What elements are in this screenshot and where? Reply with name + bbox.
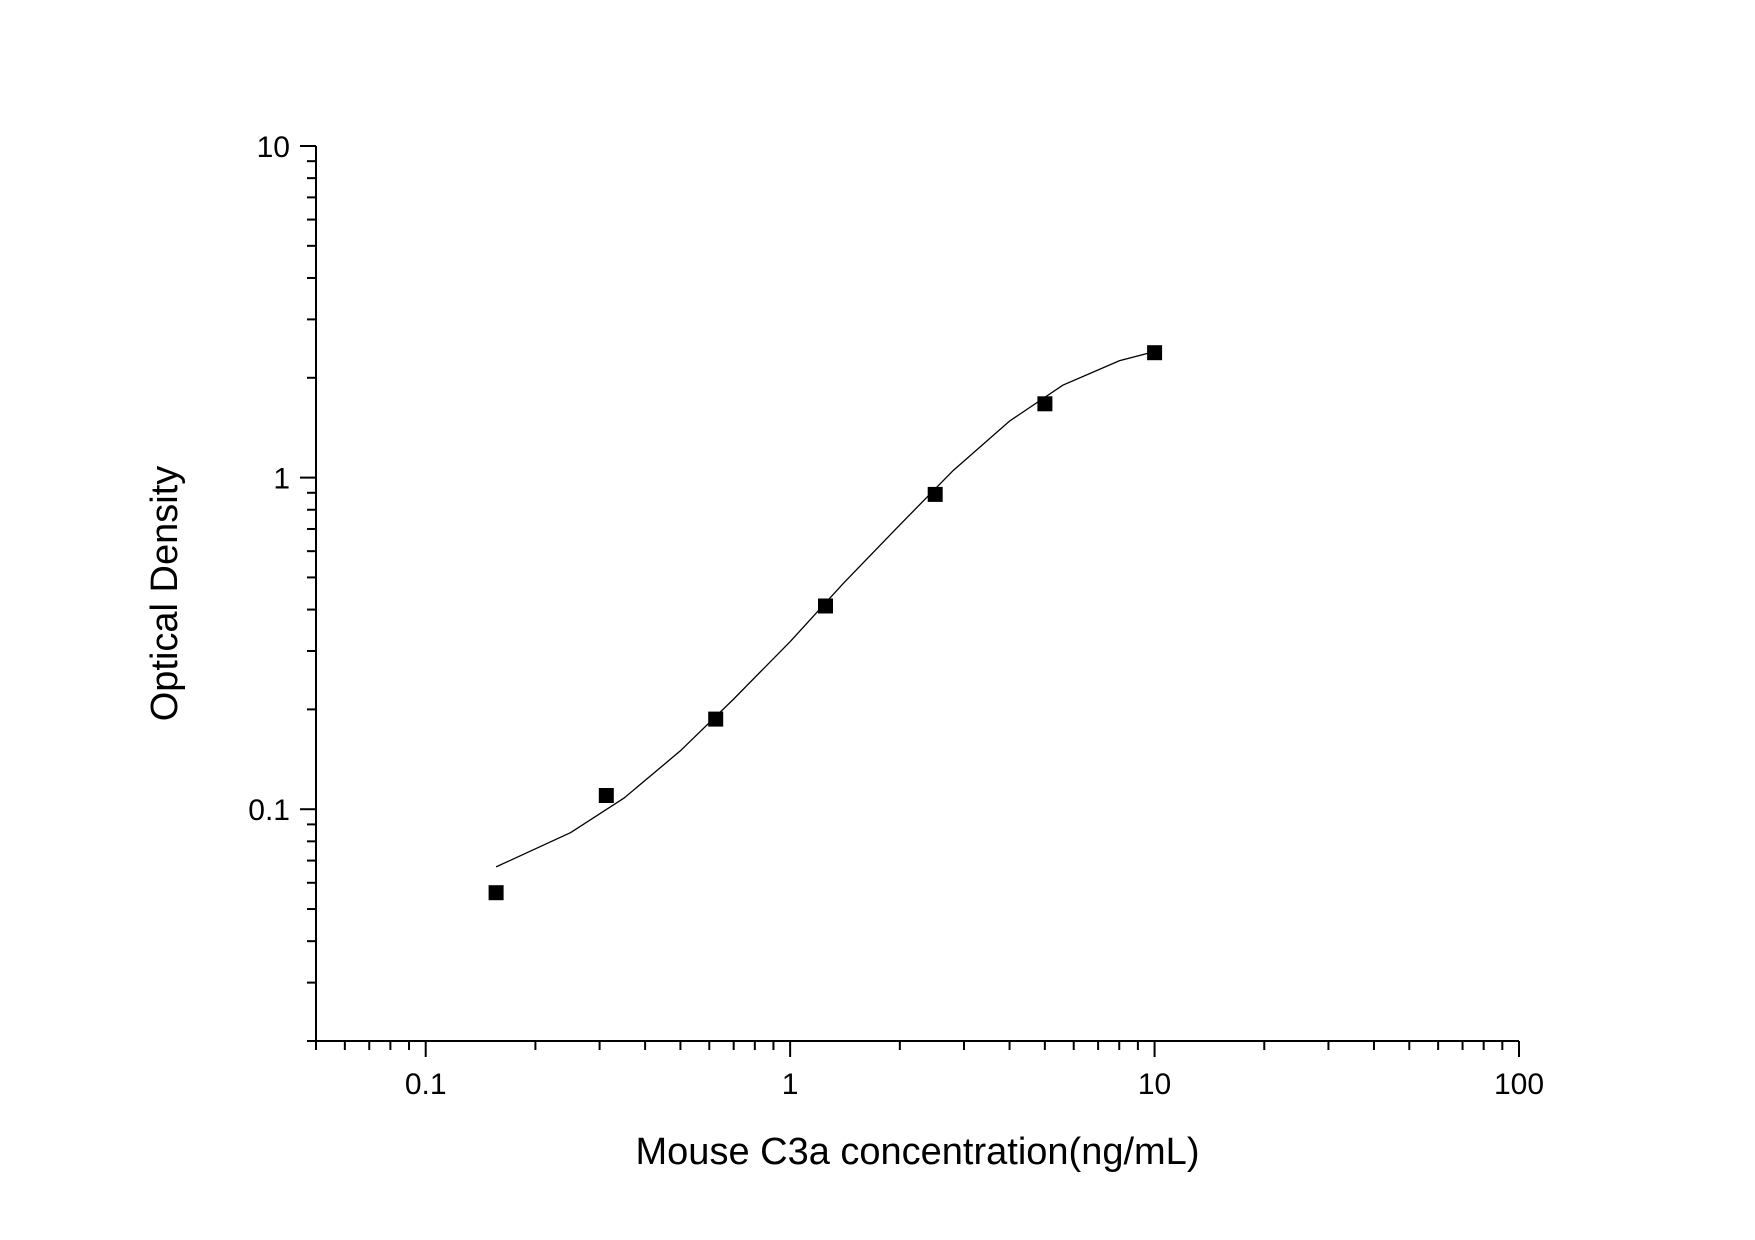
- data-point: [598, 788, 614, 803]
- data-point: [708, 711, 724, 727]
- data-point: [1037, 396, 1053, 412]
- data-point: [818, 598, 833, 614]
- x-tick-label: 0.1: [405, 1068, 447, 1101]
- y-tick-label: 1: [273, 463, 290, 496]
- y-tick-label: 0.1: [248, 794, 290, 827]
- x-tick-label: 10: [1138, 1068, 1171, 1101]
- data-points-layer: [488, 345, 1163, 901]
- data-point: [1147, 345, 1163, 361]
- data-point: [927, 486, 943, 502]
- fit-curve-layer: [495, 350, 1155, 868]
- x-tick-label: 1: [782, 1068, 799, 1101]
- fit-curve: [495, 350, 1155, 868]
- data-point: [488, 885, 504, 901]
- x-axis-title: Mouse C3a concentration(ng/mL): [636, 1131, 1200, 1173]
- y-tick-label: 10: [257, 131, 290, 164]
- axes: 0.1 1 10 100 0.1 1 10: [248, 131, 1544, 1101]
- y-axis-title: Optical Density: [144, 466, 186, 722]
- x-tick-label: 100: [1494, 1068, 1544, 1101]
